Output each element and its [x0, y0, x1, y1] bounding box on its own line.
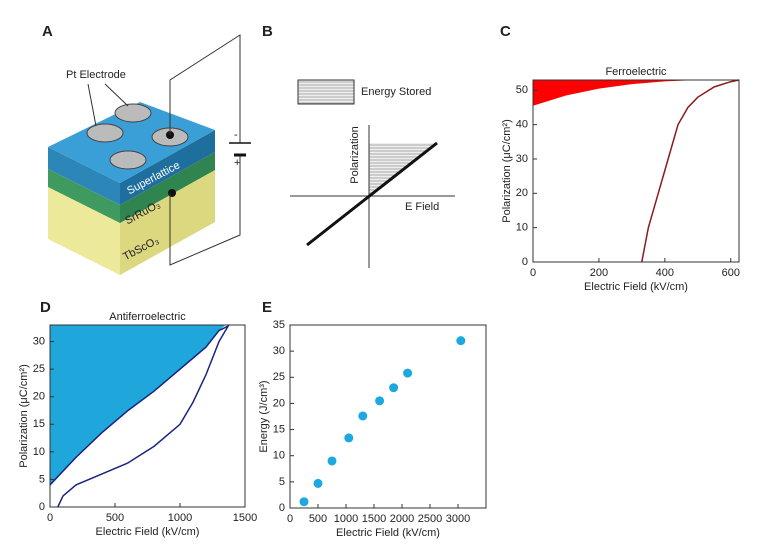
x-tick-label: 3000 [446, 513, 470, 525]
y-axis-label: Polarization (μC/cm²) [18, 364, 30, 468]
point [327, 456, 337, 466]
y-tick-label: 25 [273, 371, 285, 383]
point [344, 433, 354, 443]
y-tick-label: 20 [273, 397, 285, 409]
srruo-left [48, 169, 120, 223]
x-axis-label: Electric Field (kV/cm) [584, 281, 688, 293]
substrate-right [120, 170, 215, 275]
x-tick-label: 200 [590, 267, 608, 279]
x-tick-label: 0 [287, 513, 293, 525]
y-tick-label: 10 [273, 450, 285, 462]
point [299, 497, 309, 507]
x-tick-label: 0 [530, 267, 536, 279]
point [389, 383, 399, 393]
srruo-right [120, 152, 215, 223]
response-line [306, 141, 438, 247]
arrow [104, 83, 129, 107]
x-tick-label: 600 [722, 267, 740, 279]
x-tick-label: 1500 [362, 513, 386, 525]
superlattice-right [120, 130, 215, 205]
x-tick-label: 500 [106, 512, 124, 524]
y-tick-label: 5 [39, 473, 45, 485]
x-tick-label: 400 [656, 267, 674, 279]
y-axis-label: Polarization (μC/cm²) [501, 119, 513, 223]
panel-label: A [42, 23, 53, 40]
x-tick-label: 1000 [334, 513, 358, 525]
x-tick-label: 500 [309, 513, 327, 525]
legend-swatch [297, 79, 355, 105]
y-tick-label: 50 [516, 84, 528, 96]
chart-title: Ferroelectric [605, 66, 667, 78]
wire [169, 155, 241, 266]
point [403, 368, 413, 378]
battery-sign: - [234, 129, 238, 141]
superlattice-left [48, 147, 120, 205]
y-tick-label: 10 [33, 446, 45, 458]
axis-label: E Field [405, 201, 439, 213]
line [49, 324, 231, 508]
arrow [87, 83, 97, 127]
y-tick-label: 20 [33, 391, 45, 403]
y-axis-label: Energy (J/cm³) [258, 380, 270, 452]
y-tick-label: 35 [273, 319, 285, 331]
y-tick-label: 15 [33, 418, 45, 430]
line [641, 79, 740, 263]
energy-diagram: B Energy Stored Polarization E Field [262, 23, 455, 268]
point [456, 336, 466, 346]
battery-sign: + [234, 157, 240, 169]
y-tick-label: 40 [516, 119, 528, 131]
plot-frame [532, 79, 740, 263]
y-tick-label: 0 [279, 502, 285, 514]
chart-title: Antiferroelectric [109, 311, 186, 323]
point [375, 396, 385, 406]
area [533, 80, 739, 106]
y-tick-label: 5 [279, 476, 285, 488]
x-tick-label: 1000 [168, 512, 192, 524]
x-tick-label: 2500 [418, 513, 442, 525]
electrode-label: Pt Electrode [66, 69, 126, 81]
superlattice-top [48, 102, 215, 183]
x-tick-label: 2000 [390, 513, 414, 525]
y-tick-label: 30 [516, 153, 528, 165]
y-tick-label: 20 [516, 187, 528, 199]
x-tick-label: 0 [47, 512, 53, 524]
legend-label: Energy Stored [361, 86, 431, 98]
x-tick-label: 1500 [233, 512, 257, 524]
panel-label: C [500, 23, 511, 40]
x-axis-label: Electric Field (kV/cm) [96, 526, 200, 538]
substrate-left [48, 187, 120, 275]
y-tick-label: 10 [516, 222, 528, 234]
plot-frame [49, 324, 246, 508]
device-diagram: A - + Pt Electrode Superlattice SrRuO₃ T… [42, 23, 251, 275]
panel-label: D [40, 299, 51, 316]
x-axis-label: Electric Field (kV/cm) [336, 527, 440, 539]
y-tick-label: 30 [33, 335, 45, 347]
contact [168, 189, 176, 197]
panel-label: E [262, 299, 272, 316]
y-tick-label: 0 [39, 501, 45, 513]
y-tick-label: 25 [33, 363, 45, 375]
point [358, 411, 368, 421]
y-tick-label: 30 [273, 345, 285, 357]
panel-label: B [262, 23, 273, 40]
area [50, 325, 226, 485]
axis-label: Polarization [349, 126, 361, 183]
point [313, 478, 323, 488]
wire [169, 34, 241, 143]
plot-frame [289, 324, 487, 509]
y-tick-label: 15 [273, 423, 285, 435]
y-tick-label: 0 [522, 256, 528, 268]
